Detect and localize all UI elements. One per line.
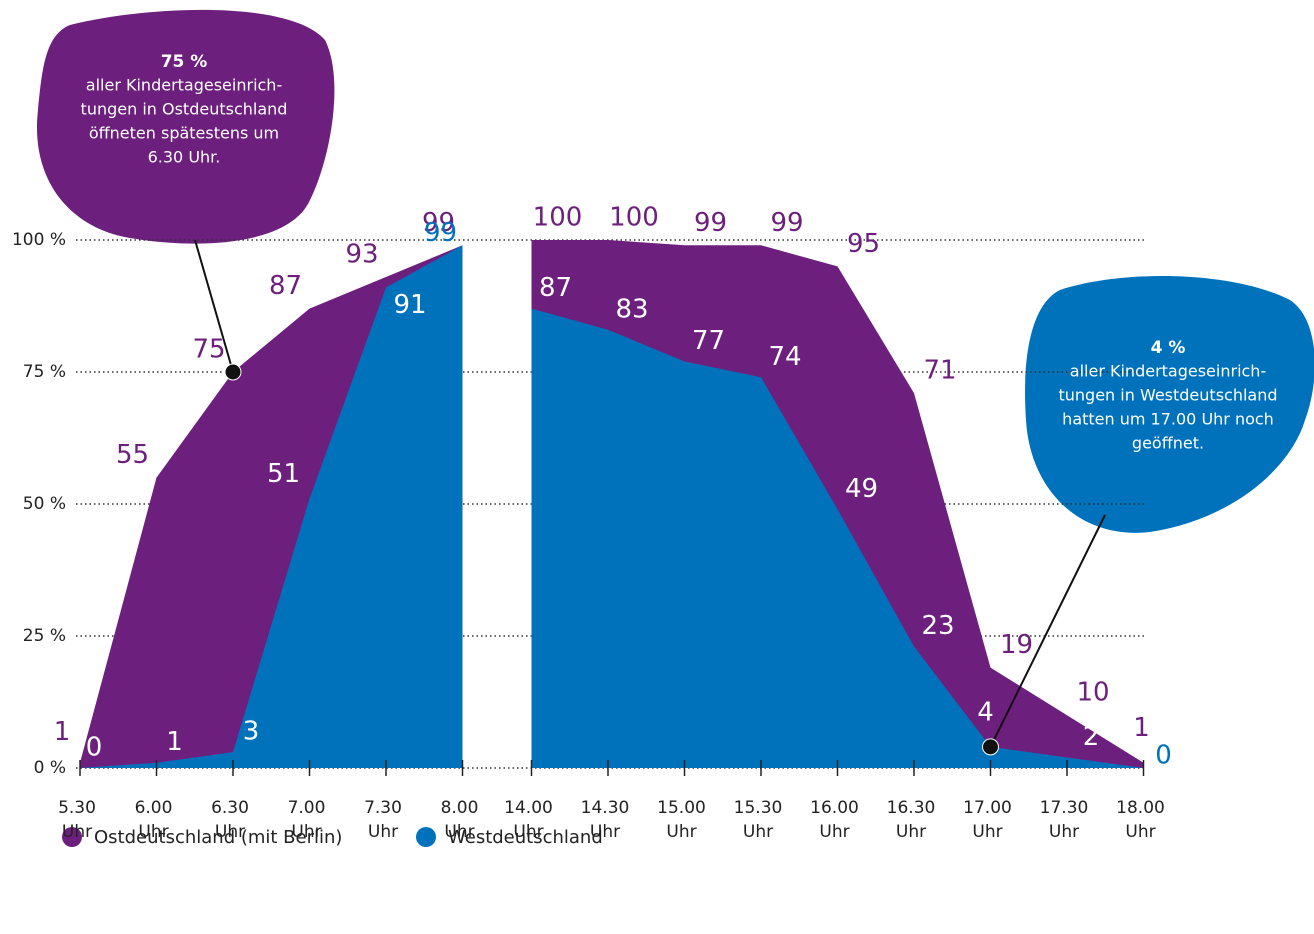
value-label: 95 [847,229,880,259]
value-label: 99 [694,208,727,238]
value-label: 91 [393,290,426,320]
y-tick-label: 50 % [23,494,66,514]
value-label: 99 [424,218,457,248]
value-label: 83 [615,294,648,324]
x-tick-label: 14.00 Uhr [504,798,553,842]
x-tick-label: 6.00 Uhr [134,798,173,842]
value-label: 99 [422,208,455,238]
annotation-text: geöffnet. [1132,434,1204,453]
x-tick-label: 15.00 Uhr [657,798,706,842]
value-label: 75 [192,335,225,365]
area [531,308,1144,768]
x-tick-label: 5.30 Uhr [58,798,96,842]
legend-label: Ostdeutschland (mit Berlin) [94,827,342,848]
value-label: 74 [768,342,801,372]
callout-bubble [36,9,335,244]
value-label: 87 [269,271,302,301]
value-label: 0 [86,733,103,763]
annotation-dot [224,363,242,381]
value-label: 4 [977,697,994,727]
y-tick-label: 75 % [23,362,66,382]
y-tick-label: 25 % [23,626,66,646]
annotation-text: tungen in Westdeutschland [1058,386,1277,405]
y-tick-label: 100 % [12,230,66,250]
value-label: 100 [533,203,583,233]
value-label: 19 [1000,630,1033,660]
value-label: 100 [609,203,659,233]
value-label: 77 [692,326,725,356]
leader-line [194,239,234,373]
x-tick-label: 14.30 Uhr [580,798,630,842]
value-label: 71 [923,356,956,386]
value-label: 2 [1083,722,1100,752]
legend-swatch [62,827,82,847]
area [80,245,463,768]
annotation-text: öffneten spätestens um [89,124,279,143]
annotation-text: hatten um 17.00 Uhr noch [1062,410,1274,429]
legend-swatch [416,827,436,847]
value-label: 51 [267,459,300,489]
value-label: 1 [166,727,183,757]
x-tick-label: 6.30 Uhr [211,798,249,842]
value-label: 87 [539,273,572,303]
value-label: 93 [345,239,378,269]
value-label: 99 [770,208,803,238]
x-tick-label: 15.30 Uhr [733,798,783,842]
annotation-text: 6.30 Uhr. [148,148,221,167]
callout-bubble [1025,276,1314,533]
value-label: 10 [1076,678,1109,708]
value-label: 1 [1133,713,1150,743]
leader-line [989,514,1106,748]
x-tick-label: 17.30 Uhr [1039,798,1089,842]
value-label: 23 [921,611,954,641]
value-label: 1 [54,717,71,747]
annotation-title: 75 % [161,52,208,72]
x-tick-label: 17.00 Uhr [963,798,1012,842]
x-tick-label: 18.00 Uhr [1116,798,1165,842]
value-label: 55 [116,440,149,470]
value-label: 3 [243,717,260,747]
annotation-text: aller Kindertageseinrich- [1070,362,1266,381]
annotation-dot [982,738,999,756]
annotation-text: aller Kindertageseinrich- [86,76,282,95]
x-tick-label: 16.30 Uhr [886,798,936,842]
legend-label: Westdeutschland [448,827,603,848]
y-tick-label: 0 % [34,758,66,778]
x-tick-label: 7.30 Uhr [364,798,402,842]
value-label: 49 [845,474,878,504]
annotation-text: tungen in Ostdeutschland [81,100,288,119]
x-tick-label: 8.00 Uhr [440,798,479,842]
annotation-title: 4 % [1151,338,1186,358]
value-label: 0 [1155,741,1172,771]
x-tick-label: 7.00 Uhr [287,798,326,842]
x-tick-label: 16.00 Uhr [810,798,859,842]
